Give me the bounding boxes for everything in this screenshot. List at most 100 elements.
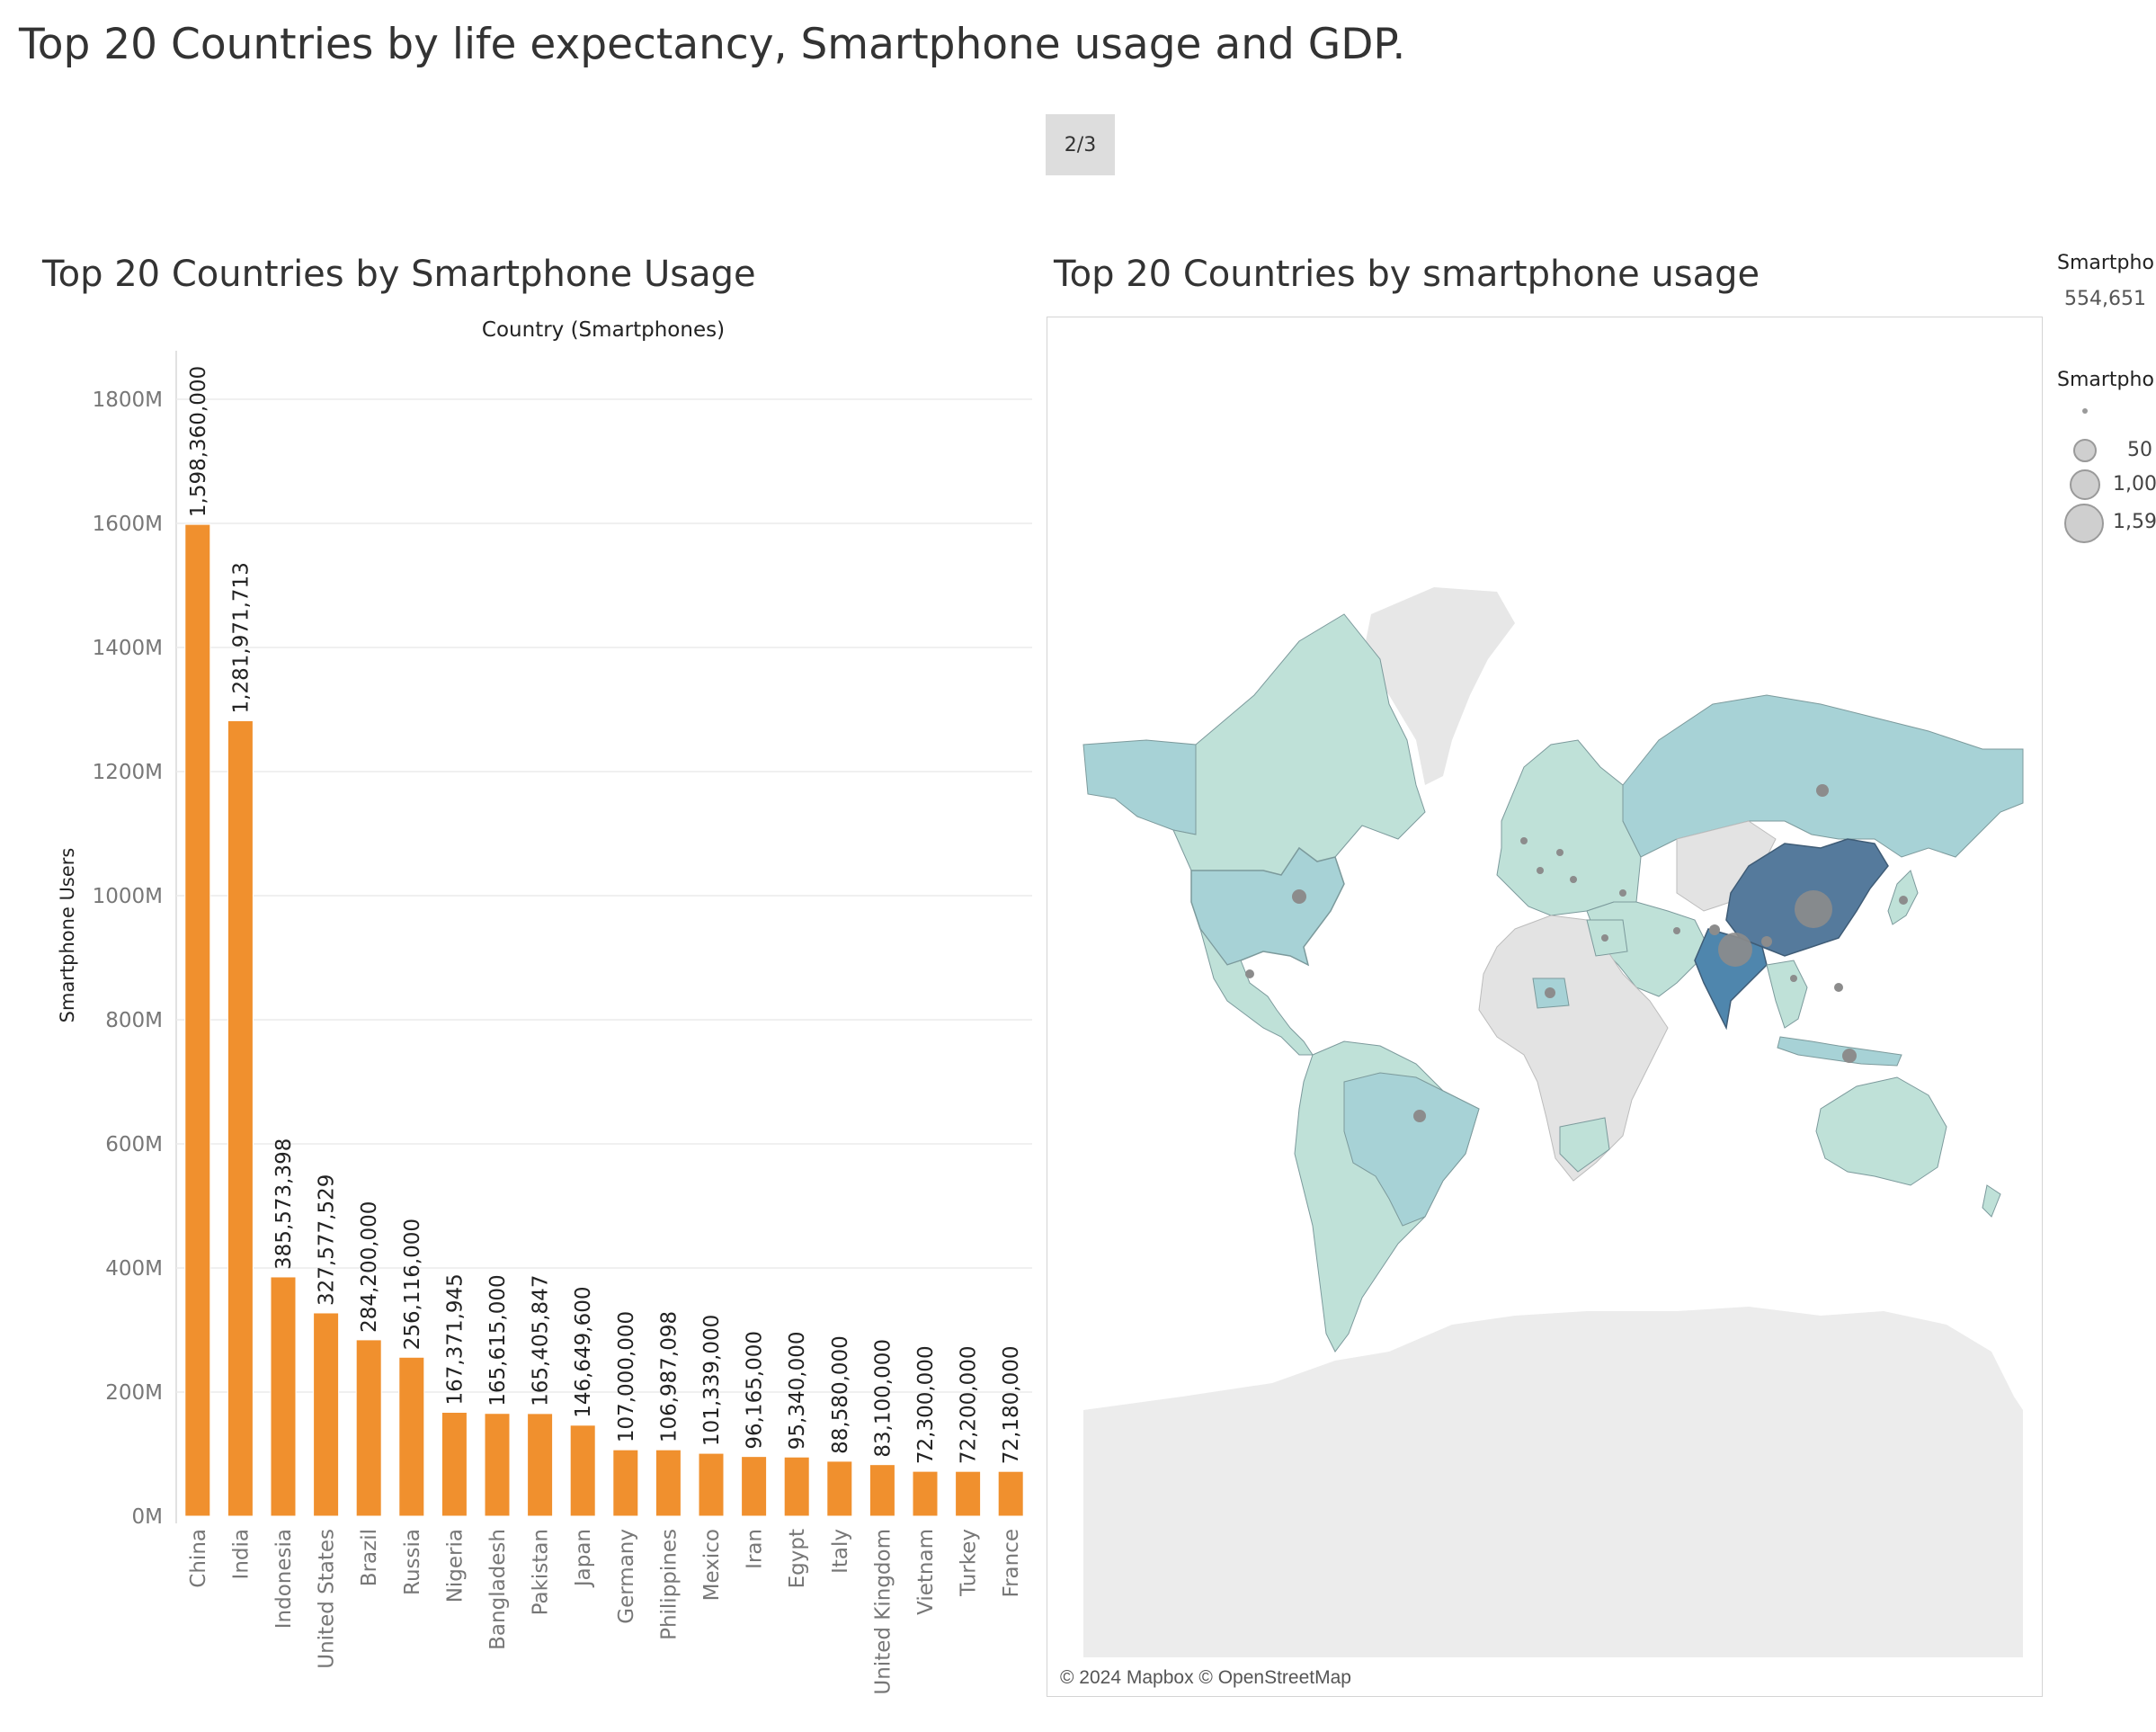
bar <box>912 1470 939 1517</box>
map-region-new-zealand <box>1982 1184 2001 1218</box>
map-region-russia <box>1622 694 2024 858</box>
map-bubble-china[interactable] <box>1795 890 1832 928</box>
x-tick-label: Nigeria <box>443 1529 467 1603</box>
bar-data-label: 385,573,398 <box>272 1138 296 1270</box>
bar-data-label: 167,371,945 <box>443 1273 467 1405</box>
bar-data-label: 327,577,529 <box>316 1174 339 1306</box>
bar-data-label: 256,116,000 <box>401 1219 424 1350</box>
map-region-indonesia <box>1777 1036 1902 1067</box>
map-region-europe <box>1496 739 1642 916</box>
bar-data-label: 1,598,360,000 <box>187 366 210 517</box>
world-map[interactable]: © 2024 Mapbox © OpenStreetMap <box>1047 317 2043 1697</box>
map-attribution[interactable]: © 2024 Mapbox © OpenStreetMap <box>1055 1665 1357 1691</box>
dashboard-title: Top 20 Countries by life expectancy, Sma… <box>19 20 1406 69</box>
map-bubble-bangladesh[interactable] <box>1761 936 1772 947</box>
bar <box>398 1356 425 1517</box>
x-tick-label: Iran <box>744 1529 767 1569</box>
map-title: Top 20 Countries by smartphone usage <box>1054 254 1760 295</box>
bar-data-label: 101,339,000 <box>700 1315 724 1446</box>
x-tick-label: Mexico <box>700 1529 724 1601</box>
bar-data-label: 284,200,000 <box>358 1201 381 1333</box>
x-tick-label: Russia <box>401 1529 424 1595</box>
map-bubble-egypt[interactable] <box>1601 934 1608 942</box>
map-bubble-russia[interactable] <box>1816 784 1829 797</box>
map-region-south-africa <box>1559 1117 1610 1173</box>
bar-data-label: 165,405,847 <box>530 1275 553 1406</box>
map-region-southeast-asia <box>1766 960 1808 1029</box>
x-tick-label: Japan <box>572 1529 595 1588</box>
bar-data-label: 107,000,000 <box>615 1311 638 1442</box>
x-tick-label: Bangladesh <box>486 1529 510 1650</box>
map-bubble-vietnam[interactable] <box>1790 975 1797 982</box>
x-tick-label: India <box>229 1529 253 1579</box>
x-tick-label: Italy <box>829 1529 852 1574</box>
map-region-africa <box>1478 915 1669 1182</box>
map-region-brazil <box>1343 1072 1480 1227</box>
x-tick-label: Pakistan <box>530 1529 553 1615</box>
bar-data-label: 146,649,600 <box>572 1286 595 1417</box>
bar-data-label: 106,987,098 <box>657 1311 681 1442</box>
y-axis-title: Smartphone Users <box>57 848 78 1023</box>
map-bubble-germany[interactable] <box>1556 849 1564 856</box>
bar-data-label: 95,340,000 <box>786 1332 809 1451</box>
x-axis-title: Country (Smartphones) <box>482 318 725 342</box>
y-tick-label: 1600M <box>93 513 163 536</box>
size-legend-title: Smartpho <box>2057 369 2154 391</box>
map-bubble-usa[interactable] <box>1292 889 1306 904</box>
map-bubble-japan[interactable] <box>1899 896 1908 905</box>
bar <box>484 1413 511 1517</box>
x-tick-label: Germany <box>615 1529 638 1624</box>
color-legend-value: 554,651 <box>2064 288 2146 310</box>
y-tick-label: 1000M <box>93 885 163 908</box>
map-region-antarctica <box>1083 1307 2023 1657</box>
bar-data-label: 83,100,000 <box>871 1339 895 1458</box>
map-bubble-turkey[interactable] <box>1619 889 1626 897</box>
map-bubble-philippines[interactable] <box>1834 983 1843 992</box>
bar <box>869 1464 895 1517</box>
x-tick-label: Vietnam <box>914 1529 938 1615</box>
map-bubble-mexico[interactable] <box>1245 969 1254 978</box>
y-tick-label: 1400M <box>93 637 163 660</box>
y-tick-label: 600M <box>105 1133 163 1156</box>
y-tick-label: 0M <box>132 1505 163 1529</box>
x-tick-label: Brazil <box>358 1529 381 1586</box>
y-tick-label: 800M <box>105 1009 163 1032</box>
map-bubble-india[interactable] <box>1718 933 1752 967</box>
page-indicator-button[interactable]: 2/3 <box>1046 114 1115 175</box>
bar <box>997 1470 1024 1517</box>
bar <box>527 1413 554 1517</box>
map-bubble-pakistan[interactable] <box>1709 924 1720 935</box>
y-tick-label: 400M <box>105 1257 163 1281</box>
x-tick-label: Egypt <box>786 1529 809 1588</box>
bar-data-label: 1,281,971,713 <box>229 562 253 713</box>
bar-data-label: 88,580,000 <box>829 1335 852 1454</box>
bar-data-label: 96,165,000 <box>744 1331 767 1450</box>
bar <box>441 1412 468 1517</box>
bar <box>698 1452 725 1517</box>
smartphone-bar-chart: Country (Smartphones) Smartphone Users 0M 2… <box>57 318 1032 1695</box>
bar-data-label: 72,180,000 <box>1000 1345 1023 1464</box>
map-canvas <box>1082 587 2024 1657</box>
x-tick-label: France <box>1000 1529 1023 1597</box>
bar <box>569 1424 596 1517</box>
map-bubble-uk[interactable] <box>1520 837 1528 844</box>
bar <box>612 1449 639 1517</box>
x-tick-label: United Kingdom <box>871 1529 895 1695</box>
map-region-australia <box>1815 1076 1947 1186</box>
map-bubble-indonesia[interactable] <box>1842 1049 1857 1063</box>
bar <box>826 1460 853 1517</box>
bar-data-label: 72,200,000 <box>958 1345 981 1464</box>
map-region-greenland <box>1362 587 1515 785</box>
bar <box>655 1449 682 1517</box>
bar <box>741 1456 768 1517</box>
map-bubble-france[interactable] <box>1537 867 1544 874</box>
bar <box>227 719 254 1517</box>
map-bubble-brazil[interactable] <box>1413 1110 1426 1122</box>
bar <box>955 1470 982 1517</box>
map-bubble-nigeria[interactable] <box>1545 987 1555 998</box>
bar <box>184 523 211 1517</box>
map-bubble-iran[interactable] <box>1673 927 1680 934</box>
x-tick-label: Indonesia <box>272 1529 296 1629</box>
bar-chart-title: Top 20 Countries by Smartphone Usage <box>42 254 756 295</box>
map-bubble-italy[interactable] <box>1570 876 1577 883</box>
